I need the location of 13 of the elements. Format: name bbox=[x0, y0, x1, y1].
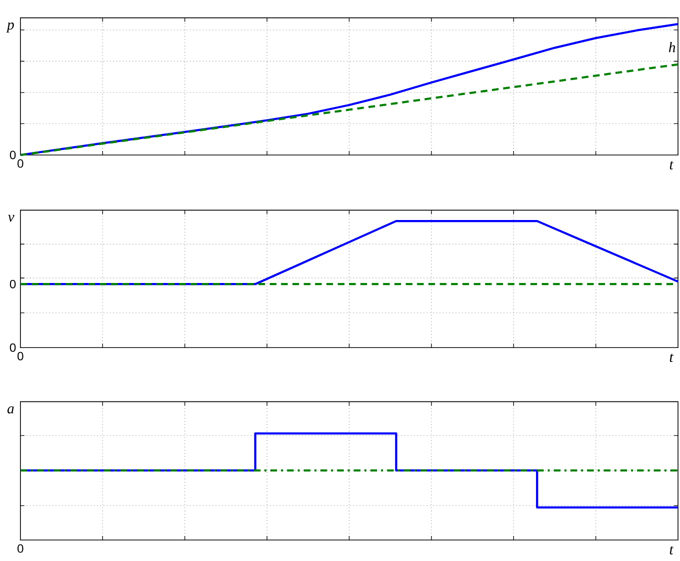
x-axis-title: t bbox=[670, 354, 674, 362]
x-axis-title: t bbox=[670, 546, 674, 554]
y-axis-title: v bbox=[8, 214, 14, 222]
text: 0 bbox=[18, 352, 24, 360]
y-axis-title: p bbox=[6, 22, 14, 33]
text: 0 bbox=[18, 159, 24, 168]
text: 0 bbox=[10, 150, 16, 160]
y-axis-title: a bbox=[7, 406, 14, 414]
annotation: h bbox=[668, 42, 676, 52]
text: 0 bbox=[18, 544, 24, 553]
text: 0 bbox=[10, 280, 16, 288]
x-axis-title: t bbox=[670, 161, 674, 170]
text: 0 bbox=[10, 343, 16, 352]
